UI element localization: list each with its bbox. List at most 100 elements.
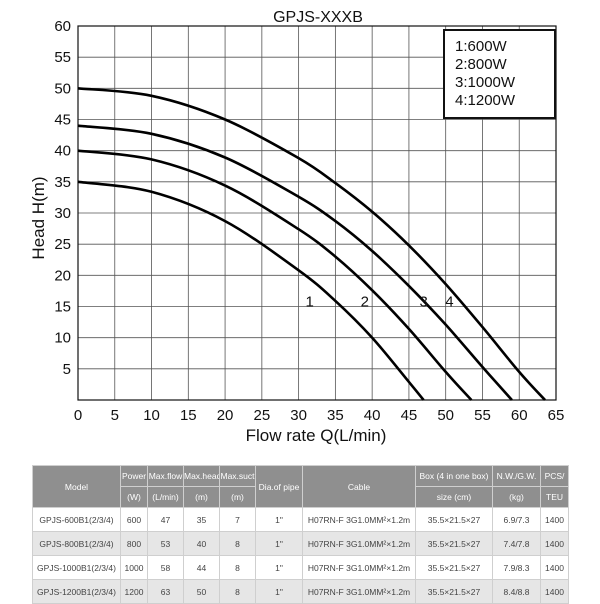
x-tick-label: 65 — [548, 407, 565, 424]
y-tick-label: 55 — [54, 49, 71, 66]
table-cell: 53 — [147, 531, 184, 556]
table-cell: 8 — [219, 531, 256, 556]
x-tick-label: 55 — [474, 407, 491, 424]
x-tick-label: 40 — [364, 407, 381, 424]
y-axis-label: Head H(m) — [29, 176, 48, 259]
x-tick-label: 5 — [111, 407, 119, 424]
col-header-power: Power — [120, 465, 148, 487]
unit-pcs: TEU — [540, 486, 569, 508]
legend: 1:600W 2:800W 3:1000W 4:1200W — [443, 29, 556, 119]
curve-number-label: 1 — [305, 294, 313, 311]
y-axis-ticks: 5 10 15 20 25 30 35 40 45 50 55 60 — [54, 18, 71, 378]
table-cell: 1" — [255, 507, 303, 532]
col-header-max-flow: Max.flow — [147, 465, 184, 487]
y-tick-label: 40 — [54, 143, 71, 160]
col-header-pipe: Dia.of pipe — [255, 465, 303, 508]
x-tick-label: 15 — [180, 407, 197, 424]
legend-item-4: 4:1200W — [455, 92, 516, 109]
x-tick-label: 35 — [327, 407, 344, 424]
y-tick-label: 45 — [54, 112, 71, 129]
col-header-model: Model — [32, 465, 121, 508]
legend-box — [443, 29, 556, 119]
spec-table: Model Power Max.flow Max.head Max.suct D… — [32, 465, 569, 604]
x-tick-label: 30 — [290, 407, 307, 424]
table-row: GPJS-800B1(2/3/4) 800 53 40 8 1" H07RN-F 3G1.0… — [32, 531, 569, 556]
table-row: GPJS-1000B1(2/3/4) 1000 58 44 8 1" H07RN-F 3G1… — [32, 555, 569, 580]
x-tick-label: 25 — [254, 407, 271, 424]
chart-curves — [77, 87, 546, 401]
table-cell: 7.4/7.8 — [492, 531, 541, 556]
table-cell: 8 — [219, 555, 256, 580]
col-header-box: Box (4 in one box) — [415, 465, 493, 487]
series-curve-1 — [77, 180, 425, 401]
y-tick-label: 5 — [63, 361, 71, 378]
y-tick-label: 20 — [54, 267, 71, 284]
col-header-cable: Cable — [302, 465, 416, 508]
table-cell: H07RN-F 3G1.0MM²×1.2m — [302, 531, 416, 556]
col-header-max-suct: Max.suct — [219, 465, 256, 487]
table-cell: 1400 — [540, 555, 569, 580]
table-cell: 1" — [255, 531, 303, 556]
curve-number-label: 3 — [419, 294, 427, 311]
table-cell: 58 — [147, 555, 184, 580]
table-cell: 35.5×21.5×27 — [415, 507, 493, 532]
unit-max-head: (m) — [183, 486, 220, 508]
x-axis-label: Flow rate Q(L/min) — [246, 426, 387, 445]
curve-labels: 1 2 3 4 — [305, 294, 453, 311]
y-tick-label: 25 — [54, 236, 71, 253]
y-tick-label: 35 — [54, 174, 71, 191]
x-tick-label: 45 — [401, 407, 418, 424]
y-tick-label: 60 — [54, 18, 71, 35]
table-cell: 1000 — [120, 555, 148, 580]
x-tick-label: 10 — [143, 407, 160, 424]
table-cell: GPJS-1000B1(2/3/4) — [32, 555, 121, 580]
table-cell: 44 — [183, 555, 220, 580]
table-cell: 600 — [120, 507, 148, 532]
unit-max-suct: (m) — [219, 486, 256, 508]
table-cell: 1" — [255, 555, 303, 580]
table-header-units-row: (W) (L/min) (m) (m) size (cm) (kg) TEU — [33, 486, 569, 508]
table-body: GPJS-600B1(2/3/4) 600 47 35 7 1" H07RN-F 3G1.0… — [32, 507, 569, 604]
y-tick-label: 30 — [54, 205, 71, 222]
table-cell: 35 — [183, 507, 220, 532]
unit-max-flow: (L/min) — [147, 486, 184, 508]
table-cell: GPJS-800B1(2/3/4) — [32, 531, 121, 556]
legend-item-1: 1:600W — [455, 38, 508, 55]
table-cell: 35.5×21.5×27 — [415, 531, 493, 556]
chart-title: GPJS-XXXB — [273, 9, 363, 26]
unit-power: (W) — [120, 486, 148, 508]
table-cell: 7.9/8.3 — [492, 555, 541, 580]
table-cell: 35.5×21.5×27 — [415, 555, 493, 580]
table-cell: GPJS-600B1(2/3/4) — [32, 507, 121, 532]
table-cell: H07RN-F 3G1.0MM²×1.2m — [302, 507, 416, 532]
table-header-row: Model Power Max.flow Max.head Max.suct D… — [32, 465, 569, 508]
table-cell: 800 — [120, 531, 148, 556]
series-curve-4 — [77, 87, 546, 401]
col-header-max-head: Max.head — [183, 465, 220, 487]
legend-item-2: 2:800W — [455, 56, 508, 73]
x-tick-label: 60 — [511, 407, 528, 424]
table-cell: 47 — [147, 507, 184, 532]
legend-item-3: 3:1000W — [455, 74, 516, 91]
table-cell: 40 — [183, 531, 220, 556]
col-header-pcs: PCS/ — [540, 465, 569, 487]
table-cell: 1400 — [540, 531, 569, 556]
x-tick-label: 20 — [217, 407, 234, 424]
curve-number-label: 2 — [361, 294, 369, 311]
unit-box: size (cm) — [415, 486, 493, 508]
y-tick-label: 15 — [54, 299, 71, 316]
series-curve-3 — [77, 124, 513, 401]
table-cell: 1400 — [540, 507, 569, 532]
table-cell: 6.9/7.3 — [492, 507, 541, 532]
plot-frame — [77, 25, 557, 401]
y-tick-label: 10 — [54, 330, 71, 347]
table-cell: H07RN-F 3G1.0MM²×1.2m — [302, 555, 416, 580]
x-tick-label: 0 — [74, 407, 82, 424]
table-row: GPJS-600B1(2/3/4) 600 47 35 7 1" H07RN-F 3G1.0… — [32, 507, 569, 532]
col-header-weight: N.W./G.W. — [492, 465, 541, 487]
y-tick-label: 50 — [54, 80, 71, 97]
series-curve-2 — [77, 149, 473, 401]
x-tick-label: 50 — [437, 407, 454, 424]
unit-weight: (kg) — [492, 486, 541, 508]
x-axis-ticks: 0 5 10 15 20 25 30 35 40 45 50 55 60 65 — [74, 407, 565, 424]
